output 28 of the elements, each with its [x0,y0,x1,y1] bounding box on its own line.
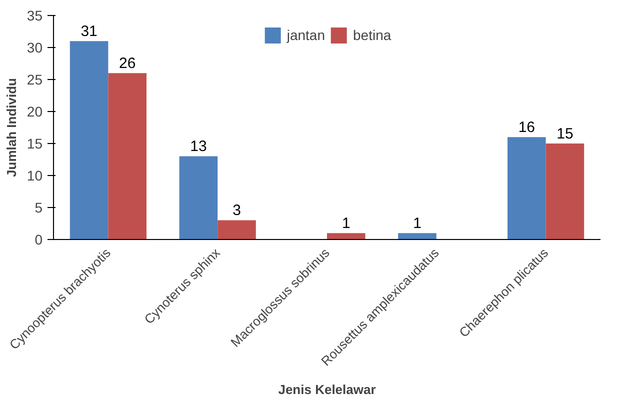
bar [108,73,146,240]
data-label: 13 [190,138,207,156]
x-axis-title: Jenis Kelelawar [278,382,376,398]
data-label: 26 [119,54,136,72]
y-tick-label: 25 [26,72,43,88]
data-label: 3 [232,202,241,220]
y-tick-label: 5 [34,200,43,216]
data-label: 15 [556,125,574,142]
bar [179,156,218,240]
bar [508,137,546,240]
bar [398,233,436,240]
bar [327,233,366,240]
legend-label: jantan [286,27,325,43]
bar [546,144,584,240]
y-tick-label: 15 [26,136,43,152]
y-tick-label: 0 [34,232,43,248]
data-label: 31 [80,22,98,40]
bar [70,41,108,240]
y-tick-label: 10 [26,168,43,184]
data-label: 1 [342,214,350,232]
data-label: 1 [413,214,422,232]
legend-label: betina [353,27,392,43]
y-axis-title: Jumlah Individu [4,78,19,177]
y-tick-label: 35 [26,8,43,24]
y-tick-label: 30 [26,40,43,56]
bar [218,220,256,240]
data-label: 16 [518,118,535,136]
y-tick-label: 20 [26,104,43,120]
